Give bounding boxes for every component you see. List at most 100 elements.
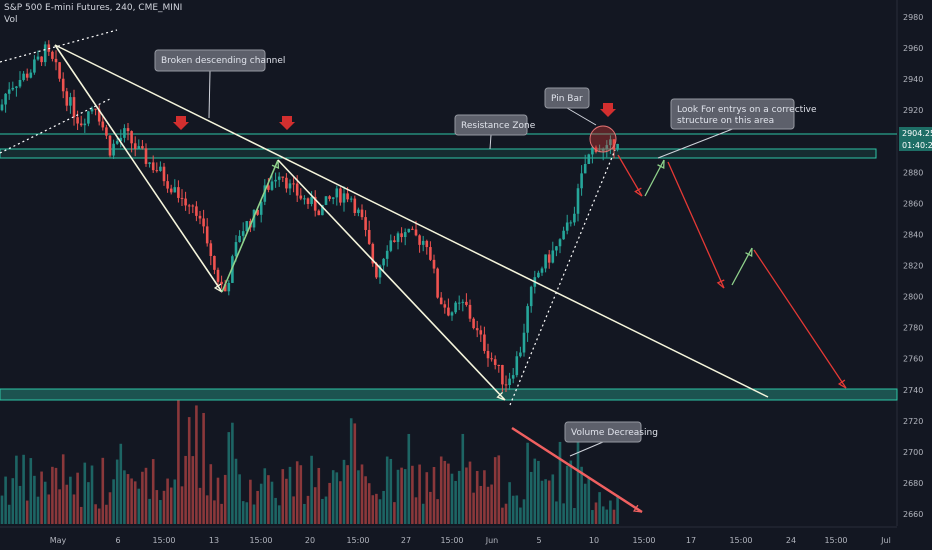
candle-body <box>454 302 457 313</box>
volume-bar <box>346 465 349 524</box>
candle-body <box>105 127 108 136</box>
candle-body <box>15 86 18 88</box>
volume-bar <box>105 504 108 524</box>
time-tick-label: 17 <box>686 536 696 545</box>
candle-body <box>508 378 511 385</box>
volume-bar <box>47 494 51 524</box>
volume-bar <box>443 460 447 524</box>
broken-channel-callout-pointer <box>208 70 211 119</box>
volume-bar <box>245 502 249 524</box>
volume-bar <box>551 474 555 524</box>
candle-body <box>148 162 151 164</box>
volume-bar <box>360 464 364 524</box>
volume-bar <box>299 465 303 524</box>
volume-bar <box>490 484 493 524</box>
volume-bar <box>65 484 69 524</box>
volume-bar <box>40 471 43 524</box>
candle-body <box>519 352 522 357</box>
time-tick-label: Jul <box>880 536 891 545</box>
volume-bar <box>166 478 169 524</box>
volume-bar <box>342 459 346 524</box>
volume-decreasing-head <box>632 504 643 513</box>
pin-bar-callout-text: Pin Bar <box>551 94 583 104</box>
volume-bar <box>155 490 159 524</box>
volume-bars <box>0 400 619 524</box>
volume-bar <box>141 471 144 524</box>
price-tick-label: 2800 <box>903 293 923 302</box>
broken-channel-callout: Broken descending channel <box>154 49 285 119</box>
pin-bar-circle <box>589 125 617 153</box>
volume-bar <box>612 509 616 524</box>
volume-bar <box>547 480 551 524</box>
chart-title: S&P 500 E-mini Futures, 240, CME_MINI <box>4 3 183 13</box>
volume-bar <box>418 464 421 524</box>
volume-bar <box>461 433 465 524</box>
volume-bar <box>234 458 238 524</box>
volume-bar <box>267 475 270 524</box>
candle-body <box>544 254 547 269</box>
candle-body <box>389 240 393 251</box>
price-axis[interactable]: 2980296029402920290028802860284028202800… <box>896 0 923 526</box>
resistance-zone-callout-box <box>454 114 528 136</box>
candle-body <box>25 73 29 78</box>
volume-bar <box>425 472 429 524</box>
candle-body <box>126 128 130 132</box>
candle-body <box>299 195 303 199</box>
volume-bar <box>256 490 259 524</box>
volume-bar <box>511 495 515 524</box>
candle-body <box>263 185 267 202</box>
entry-callout-text: structure on this area <box>677 116 774 126</box>
down-arrow-icon <box>600 103 616 117</box>
volume-bar <box>292 496 295 524</box>
resistance-zone-callout: Resistance Zone <box>454 114 536 150</box>
volume-bar <box>537 460 540 524</box>
candle-body <box>497 364 501 366</box>
volume-bar <box>555 501 558 524</box>
time-tick-label: 15:00 <box>152 536 175 545</box>
volume-bar <box>303 503 306 524</box>
candle-body <box>40 56 43 63</box>
volume-bar <box>497 455 501 524</box>
candle-body <box>72 97 76 118</box>
volume-bar <box>285 478 288 524</box>
volume-bar <box>328 482 331 524</box>
volume-bar <box>501 507 504 524</box>
time-tick-label: 15:00 <box>249 536 272 545</box>
candle-body <box>191 205 195 207</box>
candle-body <box>133 143 137 149</box>
candle-body <box>331 197 335 199</box>
volume-bar <box>277 505 281 524</box>
volume-bar <box>335 472 339 524</box>
pin-bar-callout: Pin Bar <box>544 87 597 126</box>
volume-bar <box>18 485 22 524</box>
candle-body <box>303 198 306 200</box>
candle-body <box>403 232 407 238</box>
volume-bar <box>191 456 195 524</box>
candle-body <box>220 281 223 285</box>
volume-bar <box>400 467 403 524</box>
volume-bar <box>144 467 148 524</box>
candle-body <box>256 209 259 215</box>
volume-bar <box>11 478 15 524</box>
volume-bar <box>313 487 317 524</box>
candle-body <box>155 170 159 172</box>
candle-body <box>443 304 447 308</box>
candle-body <box>69 97 72 106</box>
time-axis[interactable]: May 6 15:00 13 15:00 20 15:00 27 15:00 Jun 5 10 15:0… <box>0 526 897 545</box>
volume-bar <box>22 454 25 524</box>
volume-bar <box>349 418 353 524</box>
candle-body <box>587 154 591 164</box>
impulse-leg-1 <box>54 44 223 293</box>
candle-body <box>288 183 292 189</box>
volume-bar <box>605 509 609 524</box>
down-arrow-icon <box>173 116 189 130</box>
zones <box>0 133 898 401</box>
candle-body <box>526 306 529 333</box>
volume-bar <box>616 495 619 524</box>
candle-body <box>418 235 421 245</box>
volume-bar <box>227 432 231 524</box>
candle-body <box>285 177 288 189</box>
volume-bar <box>202 412 205 524</box>
candle-body <box>87 111 90 124</box>
